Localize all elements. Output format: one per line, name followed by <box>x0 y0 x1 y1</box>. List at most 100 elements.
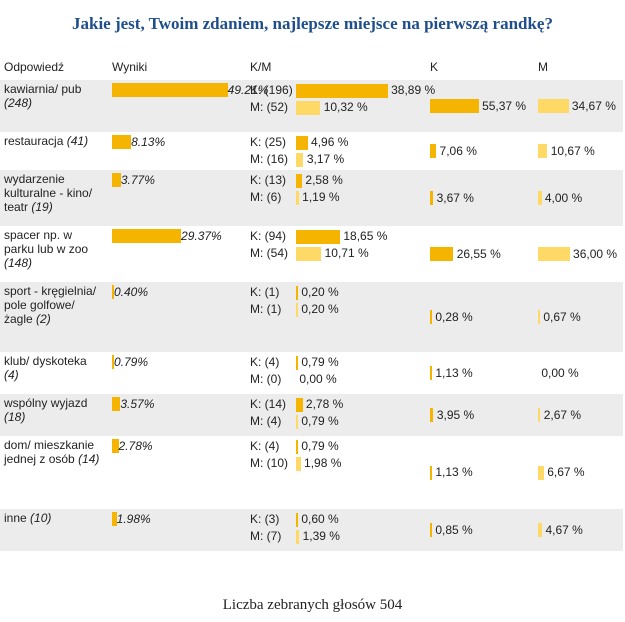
k-value: 3,95 % <box>436 407 475 422</box>
km-m-label: M: (4) <box>250 414 282 428</box>
km-cell: K: (4) 0,79 % M: (0) 0,00 % <box>246 352 426 394</box>
result-bar <box>112 511 117 526</box>
result-bar <box>112 354 114 369</box>
table-row: spacer np. w parku lub w zoo (148) 29.37%… <box>0 226 623 282</box>
km-m-label: M: (0) <box>250 372 282 386</box>
answer-count: (14) <box>78 452 100 466</box>
m-bar <box>538 247 570 262</box>
km-k-bar <box>296 173 303 188</box>
results-cell: 1.98% <box>108 509 246 551</box>
result-value: 29.37% <box>181 228 222 243</box>
k-cell: 55,37 % <box>426 80 534 132</box>
answer-label: wspólny wyjazd <box>4 396 88 410</box>
answer-label: klub/ dyskoteka <box>4 354 87 368</box>
answer-cell: kawiarnia/ pub (248) <box>0 80 108 132</box>
km-k-value: 38,89 % <box>391 83 436 97</box>
answer-cell: klub/ dyskoteka (4) <box>0 352 108 394</box>
table-row: sport - kręgielnia/ pole golfowe/ żagle … <box>0 282 623 352</box>
answer-cell: wspólny wyjazd (18) <box>0 394 108 436</box>
km-k-value: 0,60 % <box>301 512 339 526</box>
k-bar <box>430 99 479 114</box>
m-bar <box>538 191 542 206</box>
answer-count: (248) <box>4 96 33 110</box>
km-cell: K: (1) 0,20 % M: (1) 0,20 % <box>246 282 426 352</box>
k-cell: 0,28 % <box>426 282 534 352</box>
km-m-label: M: (1) <box>250 302 282 316</box>
result-value: 1.98% <box>116 511 151 526</box>
m-cell: 4,00 % <box>534 170 623 226</box>
answer-label: sport - kręgielnia/ pole golfowe/ żagle <box>4 284 97 326</box>
km-m-label: M: (6) <box>250 190 282 204</box>
header-k: K <box>430 60 439 74</box>
km-cell: K: (25) 4,96 % M: (16) 3,17 % <box>246 132 426 170</box>
km-k-bar <box>296 229 340 244</box>
results-cell: 0.40% <box>108 282 246 352</box>
km-k-label: K: (3) <box>250 512 280 526</box>
km-m-bar <box>296 456 301 471</box>
m-bar <box>538 408 541 423</box>
table-row: kawiarnia/ pub (248) 49.21% K: (196) 38,89… <box>0 80 623 132</box>
k-value: 1,13 % <box>435 465 473 480</box>
result-value: 49.21% <box>227 82 269 97</box>
km-cell: K: (13) 2,58 % M: (6) 1,19 % <box>246 170 426 226</box>
km-k-value: 4,96 % <box>311 135 349 149</box>
result-bar <box>112 396 121 411</box>
results-cell: 3.77% <box>108 170 246 226</box>
result-value: 3.77% <box>120 172 155 187</box>
km-k-bar <box>296 397 303 412</box>
k-bar <box>430 247 454 262</box>
result-bar <box>112 228 182 243</box>
answer-cell: wydarzenie kulturalne - kino/ teatr (19) <box>0 170 108 226</box>
header-row: Odpowiedź Wyniki K/M K M <box>0 54 623 80</box>
table-row: klub/ dyskoteka (4) 0.79% K: (4) 0,79 % M: … <box>0 352 623 394</box>
km-m-value: 1,98 % <box>304 456 342 470</box>
km-k-label: K: (14) <box>250 397 287 411</box>
m-value: 0,00 % <box>541 365 579 380</box>
km-m-label: M: (54) <box>250 246 289 260</box>
m-value: 4,67 % <box>545 522 583 537</box>
answer-cell: dom/ mieszkanie jednej z osób (14) <box>0 436 108 509</box>
km-k-value: 0,79 % <box>301 355 339 369</box>
km-m-value: 1,39 % <box>302 529 340 543</box>
survey-title: Jakie jest, Twoim zdaniem, najlepsze mie… <box>72 14 553 33</box>
km-cell: K: (196) 38,89 % M: (52) 10,32 % <box>246 80 435 132</box>
km-m-bar <box>296 152 304 167</box>
answer-label: restauracja <box>4 134 64 148</box>
km-m-value: 1,19 % <box>302 190 340 204</box>
m-value: 10,67 % <box>550 143 595 158</box>
k-bar <box>430 191 434 206</box>
km-k-value: 2,78 % <box>305 397 344 411</box>
header-km: K/M <box>250 60 272 74</box>
vote-count: Liczba zebranych głosów 504 <box>222 597 403 613</box>
result-bar <box>112 438 119 453</box>
km-m-value: 10,32 % <box>323 100 368 114</box>
k-cell: 3,95 % <box>426 394 534 436</box>
result-value: 8.13% <box>131 134 166 149</box>
result-value: 0.79% <box>114 354 149 369</box>
km-k-label: K: (1) <box>250 285 280 299</box>
answer-cell: inne (10) <box>0 509 108 551</box>
m-value: 2,67 % <box>543 407 582 422</box>
km-m-value: 0,00 % <box>299 372 337 386</box>
table-row: inne (10) 1.98% K: (3) 0,60 % M: (7) 1,39 %… <box>0 509 623 551</box>
km-m-label: M: (10) <box>250 456 289 470</box>
km-k-label: K: (94) <box>250 229 287 243</box>
km-k-label: K: (196) <box>250 83 293 97</box>
km-k-value: 0,79 % <box>301 439 339 453</box>
table-row: restauracja (41) 8.13% K: (25) 4,96 % M: (1… <box>0 132 623 170</box>
k-cell: 0,85 % <box>426 509 534 551</box>
km-k-bar <box>296 355 298 370</box>
k-value: 0,28 % <box>435 309 473 324</box>
km-k-label: K: (4) <box>250 355 280 369</box>
km-cell: K: (94) 18,65 % M: (54) 10,71 % <box>246 226 426 282</box>
k-bar <box>430 465 432 480</box>
answer-count: (148) <box>4 256 33 270</box>
k-bar <box>430 523 432 538</box>
km-m-label: M: (52) <box>250 100 289 114</box>
m-cell: 10,67 % <box>534 132 623 170</box>
results-table: Odpowiedź Wyniki K/M K M kawiarnia/ pub … <box>0 54 623 551</box>
km-m-bar <box>296 190 299 205</box>
m-cell: 6,67 % <box>534 436 623 509</box>
m-bar <box>538 523 543 538</box>
km-m-value: 10,71 % <box>324 246 369 260</box>
